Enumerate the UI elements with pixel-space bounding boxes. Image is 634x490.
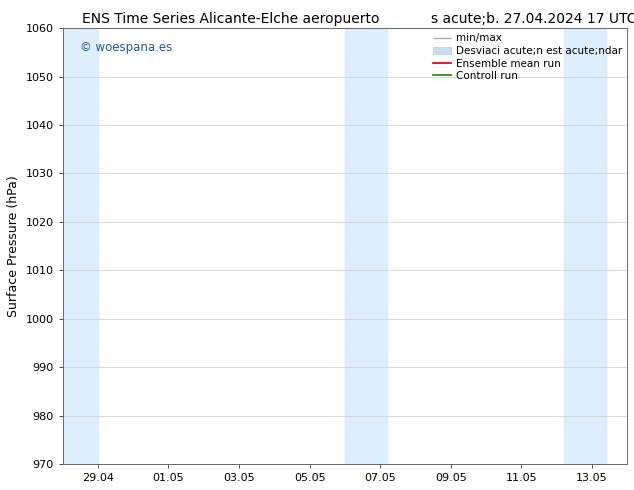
Text: ENS Time Series Alicante-Elche aeropuerto: ENS Time Series Alicante-Elche aeropuert… xyxy=(82,12,380,26)
Y-axis label: Surface Pressure (hPa): Surface Pressure (hPa) xyxy=(7,175,20,317)
Text: © woespana.es: © woespana.es xyxy=(80,41,172,54)
Bar xyxy=(63,28,98,464)
Legend: min/max, Desviaci acute;n est acute;ndar, Ensemble mean run, Controll run: min/max, Desviaci acute;n est acute;ndar… xyxy=(430,31,624,83)
Bar xyxy=(345,28,387,464)
Bar xyxy=(564,28,606,464)
Text: s acute;b. 27.04.2024 17 UTC: s acute;b. 27.04.2024 17 UTC xyxy=(431,12,634,26)
